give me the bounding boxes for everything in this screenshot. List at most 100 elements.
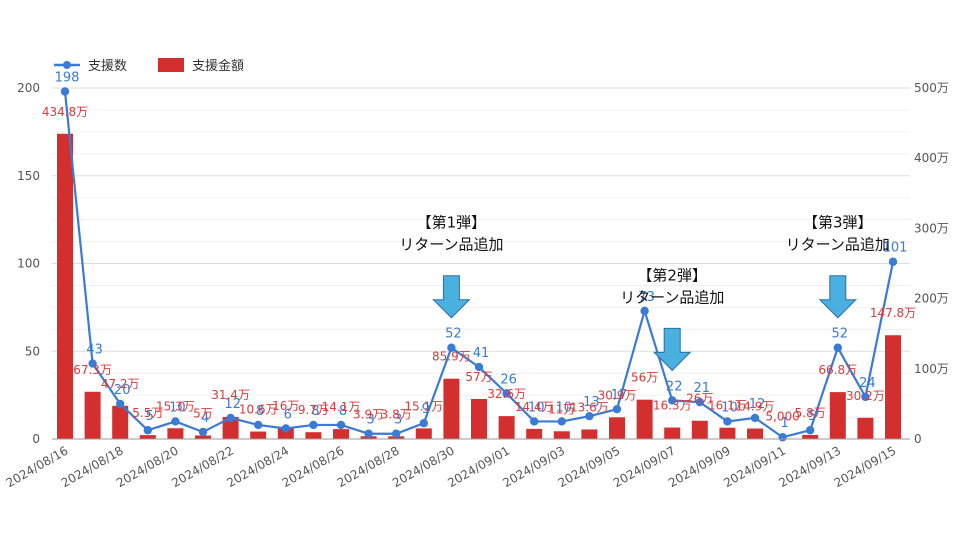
x-tick-label: 2024/09/09 [666, 443, 733, 490]
count-point [668, 396, 677, 405]
count-point [254, 420, 263, 430]
amount-data-label: 16.1万 [708, 399, 747, 413]
count-data-label: 24 [859, 376, 876, 391]
amount-data-label: 5万 [193, 406, 213, 420]
count-data-label: 1 [780, 416, 788, 431]
x-tick-label: 2024/09/13 [776, 443, 843, 490]
y-left-tick-label: 100 [17, 257, 40, 271]
count-point [833, 343, 842, 352]
annotation-text: リターン品追加 [620, 288, 724, 306]
y-left-tick-label: 0 [32, 432, 40, 446]
x-tick-label: 2024/08/24 [224, 443, 291, 490]
amount-bar [857, 417, 874, 439]
amount-data-label: 30.2万 [846, 389, 885, 403]
x-tick-label: 2024/09/03 [500, 443, 567, 490]
amount-data-label: 5,000 [765, 410, 799, 424]
amount-data-label: 85.9万 [432, 350, 471, 364]
count-data-label: 198 [55, 71, 80, 86]
count-data-label: 9 [422, 402, 430, 417]
amount-bar [139, 435, 156, 439]
amount-data-label: 31.4万 [211, 388, 250, 402]
annotation-title: 【第1弾】 [417, 214, 487, 232]
x-tick-label: 2024/09/11 [721, 443, 788, 490]
count-point [281, 424, 290, 433]
amount-bar [471, 398, 487, 439]
amount-bar [581, 429, 598, 439]
annotation-text: リターン品追加 [399, 236, 503, 254]
count-data-label: 43 [86, 343, 103, 358]
count-point [364, 429, 373, 438]
legend-label-amount: 支援金額 [192, 58, 244, 74]
amount-data-label: 32.6万 [487, 387, 526, 401]
x-tick-label: 2024/09/05 [556, 443, 623, 490]
amount-data-label: 14.4万 [515, 400, 554, 414]
amount-data-label: 434.8万 [42, 105, 88, 119]
amount-bar [305, 432, 322, 439]
annotation-title: 【第2弾】 [637, 266, 707, 284]
count-point [474, 362, 484, 372]
count-point [695, 397, 704, 407]
amount-bar [691, 420, 708, 439]
count-point [530, 417, 539, 426]
x-tick-label: 2024/08/30 [390, 443, 457, 490]
count-data-label: 101 [883, 241, 908, 256]
count-data-label: 73 [638, 290, 655, 305]
amount-data-label: 16.3万 [653, 399, 692, 413]
count-line [60, 87, 898, 442]
amount-data-label: 9.7万 [298, 403, 329, 417]
count-data-label: 20 [114, 383, 131, 398]
x-tick-label: 2024/08/20 [114, 443, 181, 490]
amount-data-label: 5.8万 [795, 406, 826, 420]
count-point [88, 359, 97, 368]
amount-bar [553, 431, 570, 439]
count-data-label: 10 [528, 400, 545, 415]
amount-bar [333, 429, 349, 439]
y-left-tick-label: 50 [25, 344, 40, 358]
y-right-tick-label: 100万 [914, 362, 949, 376]
amount-data-label: 47.2万 [101, 377, 140, 391]
count-point [806, 426, 815, 435]
gridlines [52, 87, 910, 440]
y-right-tick-label: 500万 [914, 81, 949, 95]
count-data-label: 12 [224, 397, 241, 412]
count-data-label: 41 [473, 346, 490, 361]
amount-data-label: 15.1万 [404, 399, 443, 413]
count-point [640, 306, 649, 316]
amount-data-label: 10.6万 [239, 403, 278, 417]
count-data-label: 10 [556, 400, 573, 415]
count-point [502, 389, 511, 398]
amount-bar [526, 428, 543, 439]
y-right-tick-label: 400万 [914, 151, 949, 165]
amount-bar [84, 391, 101, 439]
count-data-label: 4 [201, 411, 209, 426]
count-data-label: 22 [666, 379, 683, 394]
count-point [60, 87, 70, 96]
annotations: 【第1弾】リターン品追加【第2弾】リターン品追加【第3弾】リターン品追加 [399, 214, 890, 372]
amount-data-label: 30.9万 [598, 388, 637, 402]
count-data-label: 12 [749, 397, 766, 412]
count-data-label: 3 [394, 413, 402, 428]
y-right-tick-label: 200万 [914, 292, 949, 306]
amount-data-label: 11万 [548, 402, 575, 416]
count-point [750, 413, 760, 423]
annotation-text: リターン品追加 [786, 236, 890, 254]
amount-bar [277, 427, 294, 439]
x-tick-label: 2024/09/01 [445, 443, 512, 490]
count-data-label: 5 [808, 409, 816, 424]
count-point [557, 417, 566, 426]
y-left-tick-label: 150 [17, 169, 40, 183]
amount-bar [57, 133, 73, 440]
count-point [392, 429, 401, 438]
count-point [198, 427, 208, 437]
amount-bar [222, 416, 239, 439]
down-arrow-icon [818, 275, 858, 319]
amount-data-label: 26万 [686, 392, 713, 406]
amount-data-label: 147.8万 [870, 306, 916, 320]
count-point [612, 404, 622, 414]
amount-data-label: 66.8万 [818, 363, 857, 377]
y-left-tick-label: 200 [17, 81, 40, 95]
count-point [336, 420, 346, 430]
amount-data-label: 5.5万 [132, 406, 163, 420]
count-point [585, 411, 594, 421]
amount-bar [636, 399, 653, 439]
